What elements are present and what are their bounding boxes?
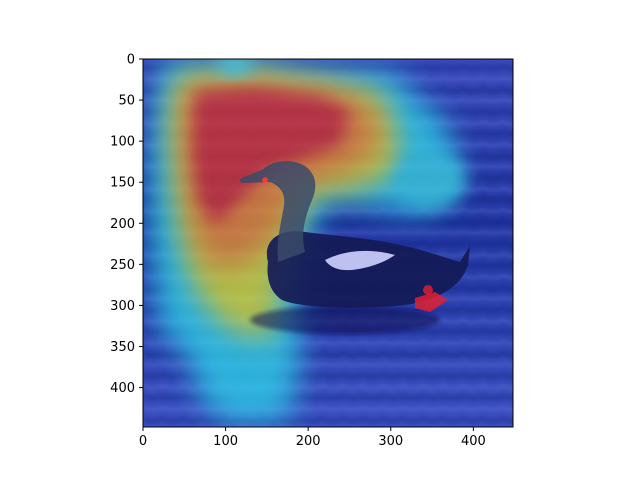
y-tick-label: 300: [110, 299, 135, 314]
y-tick-label: 50: [118, 94, 135, 109]
x-tick-label: 0: [139, 434, 147, 449]
heatmap-right-spot: [395, 152, 465, 208]
water-ripple: [143, 430, 523, 431]
y-tick-label: 0: [127, 53, 135, 68]
duck: [239, 161, 470, 334]
x-axis: 0 100 200 300 400: [139, 427, 486, 449]
x-tick-label: 400: [461, 434, 486, 449]
heatmap-red-region: [192, 88, 350, 225]
heatmap-top-spot: [217, 59, 253, 76]
x-tick-label: 300: [378, 434, 403, 449]
axes-frame: [142, 58, 514, 428]
x-tick-label: 100: [213, 434, 238, 449]
y-axis: 0 50 100 150 200 250 300 350 400: [110, 53, 143, 396]
x-tick-label: 200: [296, 434, 321, 449]
duck-neck: [239, 161, 316, 262]
y-tick-label: 350: [110, 340, 135, 355]
heatmap-image: [143, 59, 523, 431]
duck-reflection: [250, 306, 440, 334]
y-tick-label: 100: [110, 135, 135, 150]
water-ripple: [143, 407, 513, 411]
duck-feet: [415, 292, 448, 312]
y-tick-label: 200: [110, 217, 135, 232]
duck-body: [266, 231, 470, 308]
y-tick-label: 150: [110, 176, 135, 191]
duck-eye: [262, 177, 268, 183]
y-tick-label: 400: [110, 381, 135, 396]
duck-foot-spot: [423, 285, 433, 295]
water-ripple: [143, 417, 513, 423]
duck-wing-patch: [325, 250, 395, 271]
y-tick-label: 250: [110, 258, 135, 273]
